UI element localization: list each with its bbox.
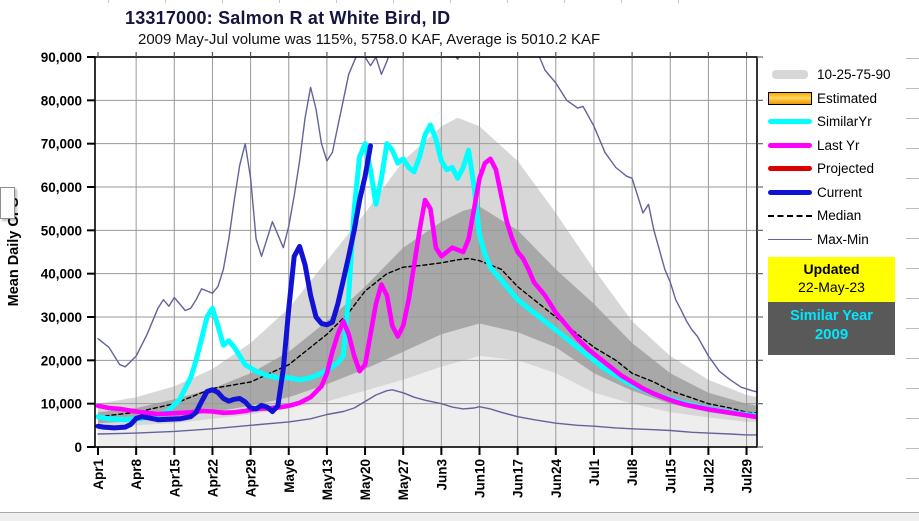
updated-label: Updated [803,261,860,277]
legend-label: Max-Min [817,231,869,247]
gridlines [95,57,757,447]
x-tick-label: Apr29 [244,459,259,497]
series-median [97,257,757,418]
legend-label: SimilarYr [817,114,872,130]
axis-ticks [87,52,763,455]
x-tick-label: Jul22 [701,459,716,494]
x-tick-label: Apr15 [167,459,182,498]
series-lines [95,57,757,436]
legend-label: 10-25-75-90 [817,67,891,83]
x-tick-label: May6 [282,459,297,493]
plot-frame [94,56,758,448]
x-tick-label: Apr22 [205,459,220,497]
legend-item-10-25-75-90: 10-25-75-90 [768,63,918,87]
x-tick-label: May20 [358,459,373,500]
y-tick-label: 60,000 [41,180,82,195]
line-swatch-icon [768,142,812,148]
right-edge-gridmarks [906,58,919,500]
line-swatch-icon [768,166,812,172]
legend-item-projected: Projected [768,157,918,181]
chart-subtitle: 2009 May-Jul volume was 115%, 5758.0 KAF… [138,31,601,48]
legend-item-estimated: Estimated [768,87,918,111]
updated-date: 22-May-23 [798,279,865,295]
y-tick-label: 70,000 [41,137,82,152]
x-tick-label: May27 [396,459,411,500]
chart-legend: 10-25-75-90 Estimated SimilarYr Last Yr Proj… [768,63,918,251]
box-swatch-icon [768,91,812,105]
y-tick-label: 40,000 [41,267,82,282]
x-tick-label: Jun17 [511,459,526,498]
dash-swatch-icon [768,214,812,217]
x-tick-label: Jun24 [549,459,564,499]
y-tick-label: 50,000 [41,223,82,238]
updated-box: Updated 22-May-23 [768,257,895,302]
thin-swatch-icon [768,238,812,240]
legend-label: Median [817,208,862,224]
series-min [97,389,757,436]
axis-labels: 0 10,000 20,000 30,000 40,000 50,000 60,000 70,… [6,50,755,500]
series-similaryr [95,122,757,423]
line-swatch-icon [768,119,812,125]
similar-year-value: 2009 [814,326,849,343]
similar-year-box: Similar Year 2009 [768,302,895,355]
x-tick-label: Apr1 [91,459,106,490]
legend-item-similaryr: SimilarYr [768,110,918,134]
y-tick-label: 80,000 [41,93,82,108]
y-tick-label: 30,000 [41,310,82,325]
page-title: 13317000: Salmon R at White Bird, ID [125,8,451,28]
x-tick-label: Jul1 [587,459,602,487]
series-max [97,57,757,393]
band-swatch-icon [768,70,812,80]
legend-item-max-min: Max-Min [768,228,918,252]
x-tick-label: Apr8 [129,459,144,490]
y-tick-label: 0 [74,440,82,455]
similar-year-label: Similar Year [790,308,873,324]
legend-item-last-yr: Last Yr [768,134,918,158]
y-axis-title: Mean Daily CFS [6,197,22,306]
line-swatch-icon [768,189,812,195]
y-tick-label: 10,000 [41,397,82,412]
legend-label: Projected [817,161,875,177]
scroll-handle[interactable] [0,187,15,219]
x-tick-label: May13 [320,459,335,501]
bottom-strip [0,512,919,521]
legend-label: Current [817,184,863,200]
x-tick-label: Jul15 [663,459,678,494]
x-tick-label: Jul8 [625,459,640,487]
y-tick-label: 20,000 [41,353,82,368]
legend-item-median: Median [768,204,918,228]
x-tick-label: Jun10 [473,459,488,498]
top-edge-gridmarks [108,0,708,3]
series-current [95,143,373,431]
legend-item-current: Current [768,181,918,205]
x-tick-label: Jun3 [434,459,449,491]
band-25-75 [98,206,757,424]
y-tick-label: 90,000 [41,50,82,65]
x-tick-label: Jul29 [740,459,755,494]
legend-label: Estimated [817,90,878,106]
legend-label: Last Yr [817,137,860,153]
